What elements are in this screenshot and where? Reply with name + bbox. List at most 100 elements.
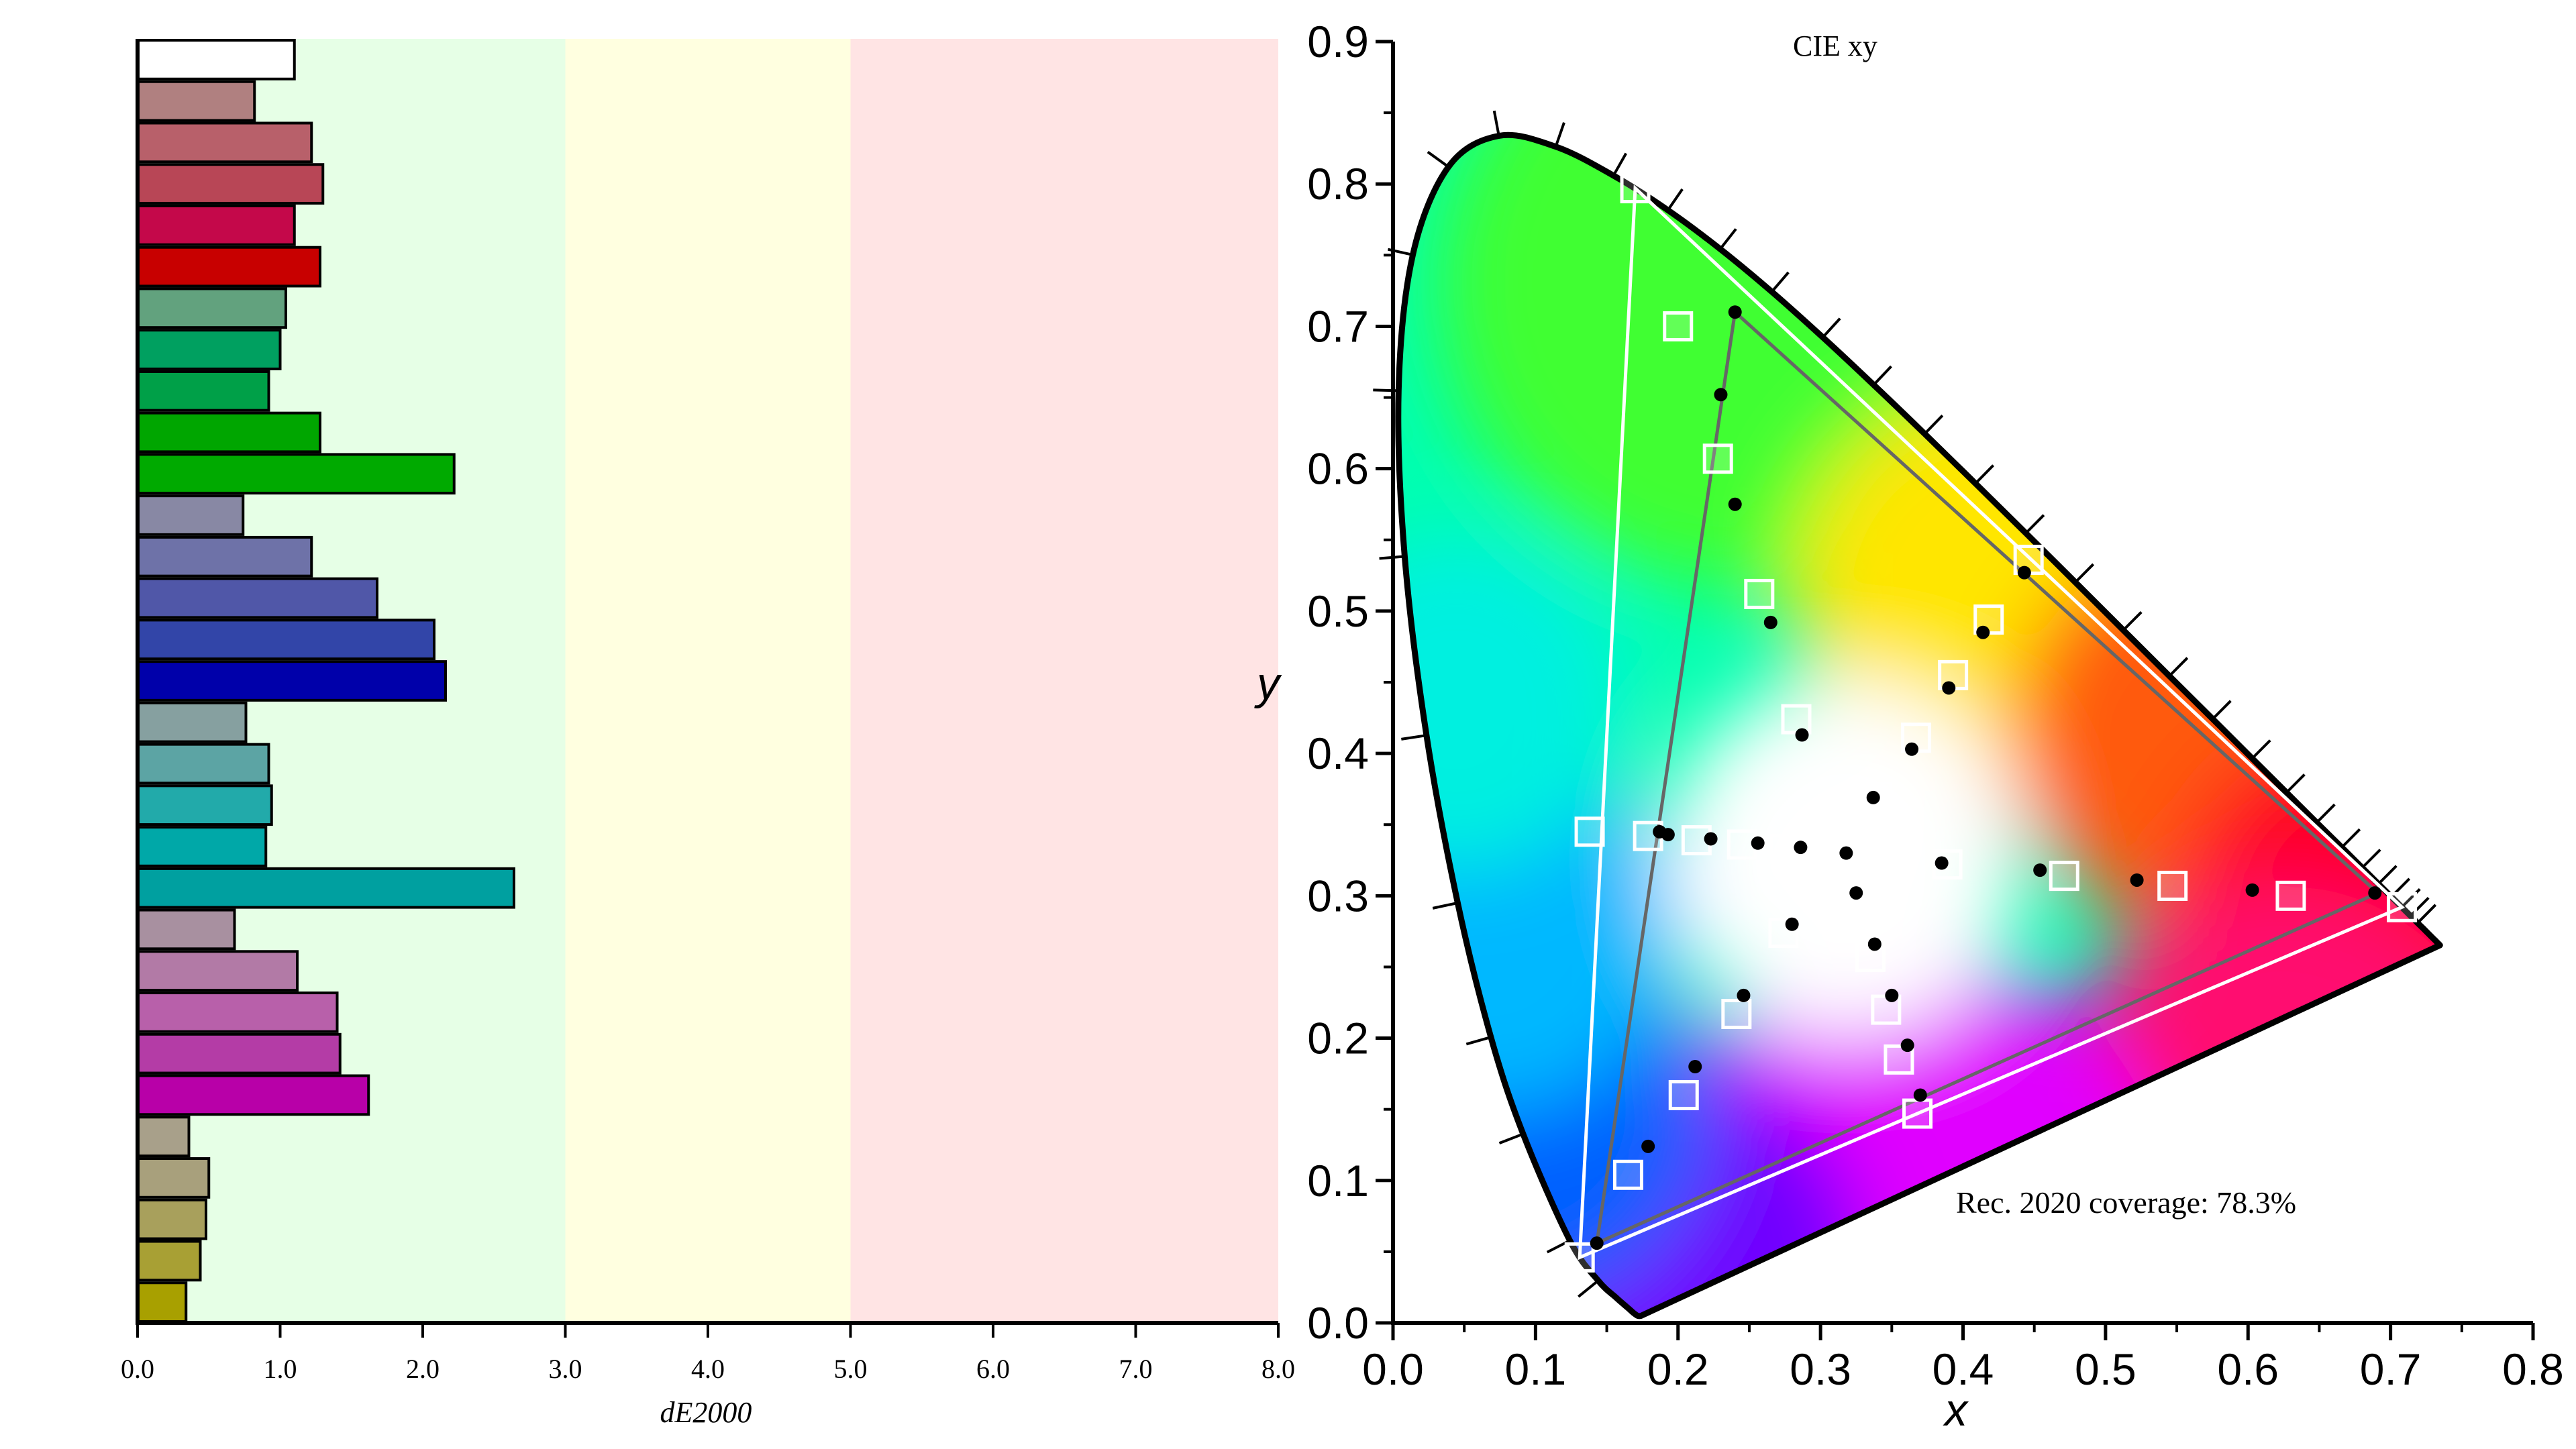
cie-y-tick-label: 0.3	[1307, 871, 1369, 920]
wavelength-tick	[2414, 904, 2437, 926]
wavelength-tick	[2314, 803, 2336, 826]
bar-26	[136, 1116, 191, 1158]
wavelength-ticks	[1373, 110, 2437, 1298]
target-marker	[1620, 173, 1651, 204]
bar-x-tick-label: 5.0	[834, 1354, 868, 1384]
wavelength-tick	[2072, 563, 2095, 586]
measured-point	[1714, 388, 1728, 402]
wavelength-tick	[1553, 122, 1565, 150]
target-marker	[1574, 816, 1605, 847]
target-marker	[1612, 1159, 1643, 1190]
wavelength-tick	[1546, 1238, 1574, 1254]
bar-x-tick-label: 4.0	[691, 1354, 725, 1384]
cie-x-tick-label: 0.1	[1505, 1344, 1567, 1394]
measured-gamut-triangle	[1594, 309, 2381, 1246]
wavelength-tick	[1401, 733, 1430, 741]
bar-18	[136, 784, 273, 826]
bar-22	[136, 950, 299, 992]
wavelength-tick	[1578, 1277, 1602, 1298]
cie-x-tick-label: 0.7	[2360, 1344, 2422, 1394]
measured-point	[1688, 1060, 1702, 1073]
bar-x-tick-label: 6.0	[976, 1354, 1010, 1384]
bar-15	[136, 660, 447, 702]
wavelength-tick	[2249, 739, 2271, 761]
target-marker	[1663, 311, 1694, 341]
wavelength-tick	[1465, 1035, 1494, 1046]
wavelength-tick	[1717, 228, 1737, 252]
wavelength-tick	[2359, 849, 2381, 871]
cie-x-tick-label: 0.6	[2217, 1344, 2279, 1394]
de2000-bar-chart: 0.0 1.0 2.0 3.0 4.0 5.0 6.0 7.0 8.0 dE2000	[121, 39, 1295, 1429]
target-marker	[1781, 704, 1812, 735]
cie-ticks: 0.0 0.1 0.2 0.3 0.4 0.5 0.6 0.7 0.8 0.0 0.1 0.2 0.3 0…	[1307, 17, 2564, 1394]
measured-point	[1785, 917, 1799, 931]
measured-point	[1737, 988, 1751, 1002]
wavelength-tick	[2338, 828, 2361, 851]
bar-x-tick-label: 7.0	[1119, 1354, 1153, 1384]
cie-x-tick-label: 0.3	[1790, 1344, 1851, 1394]
bar-12	[136, 535, 313, 578]
bar-20	[136, 867, 515, 909]
target-marker	[2049, 861, 2079, 892]
bar-5	[136, 246, 321, 288]
measured-point	[1641, 1139, 1655, 1153]
measured-point	[1590, 1236, 1604, 1250]
bar-13	[136, 577, 378, 619]
measured-point	[1866, 790, 1880, 804]
measured-point	[1661, 828, 1675, 842]
wavelength-tick	[2375, 865, 2398, 887]
cie-x-tick-label: 0.2	[1647, 1344, 1709, 1394]
bar-x-tick-label: 1.0	[264, 1354, 297, 1384]
wavelength-tick	[2283, 773, 2306, 796]
wavelength-tick	[1871, 365, 1892, 388]
bar-24	[136, 1032, 342, 1075]
cie-x-axis-label: x	[1943, 1385, 1969, 1436]
cie-y-tick-label: 0.2	[1307, 1014, 1369, 1063]
bar-7	[136, 329, 282, 370]
cie-x-tick-label: 0.5	[2075, 1344, 2136, 1394]
wavelength-tick	[2210, 700, 2232, 722]
bar-25	[136, 1074, 370, 1116]
bar-x-tick-label: 8.0	[1261, 1354, 1295, 1384]
target-marker	[2157, 870, 2188, 901]
bar-x-ticks: 0.0 1.0 2.0 3.0 4.0 5.0 6.0 7.0 8.0	[121, 1323, 1295, 1384]
cie-y-axis-label: y	[1254, 658, 1282, 709]
bar-23	[136, 991, 339, 1033]
measured-point	[2245, 883, 2259, 897]
target-marker	[1721, 998, 1752, 1029]
bar-19	[136, 826, 268, 867]
measured-point	[1935, 856, 1949, 870]
measured-point	[2130, 873, 2144, 887]
cie-y-tick-label: 0.9	[1307, 17, 1369, 66]
bar-6	[136, 287, 287, 329]
bar-30	[136, 1281, 188, 1323]
bar-29	[136, 1240, 202, 1282]
cie-y-tick-label: 0.5	[1307, 586, 1369, 636]
target-marker	[2275, 880, 2306, 911]
bar-3	[136, 163, 325, 205]
wavelength-tick	[1427, 150, 1452, 170]
bar-0	[136, 39, 296, 80]
coverage-annotation: Rec. 2020 coverage: 78.3%	[1956, 1185, 2296, 1220]
wavelength-tick	[1492, 110, 1501, 139]
bar-1	[136, 80, 256, 122]
measured-point	[2033, 863, 2047, 877]
wavelength-tick	[2166, 657, 2189, 679]
target-marker	[1769, 833, 1800, 864]
bar-10	[136, 453, 456, 495]
measured-point	[1763, 615, 1778, 629]
cie-y-tick-label: 0.0	[1307, 1298, 1369, 1348]
measured-point	[1913, 1088, 1927, 1102]
measured-point	[1839, 846, 1853, 860]
wavelength-tick	[1665, 188, 1684, 213]
bar-8	[136, 370, 270, 412]
bar-28	[136, 1198, 207, 1240]
bar-x-axis-label: dE2000	[660, 1396, 752, 1429]
bar-27	[136, 1157, 211, 1199]
wavelength-tick	[2120, 610, 2143, 633]
measured-point	[1704, 832, 1718, 846]
wavelength-tick	[2408, 896, 2430, 919]
bar-x-tick-label: 0.0	[121, 1354, 154, 1384]
target-marker	[1564, 1242, 1595, 1273]
